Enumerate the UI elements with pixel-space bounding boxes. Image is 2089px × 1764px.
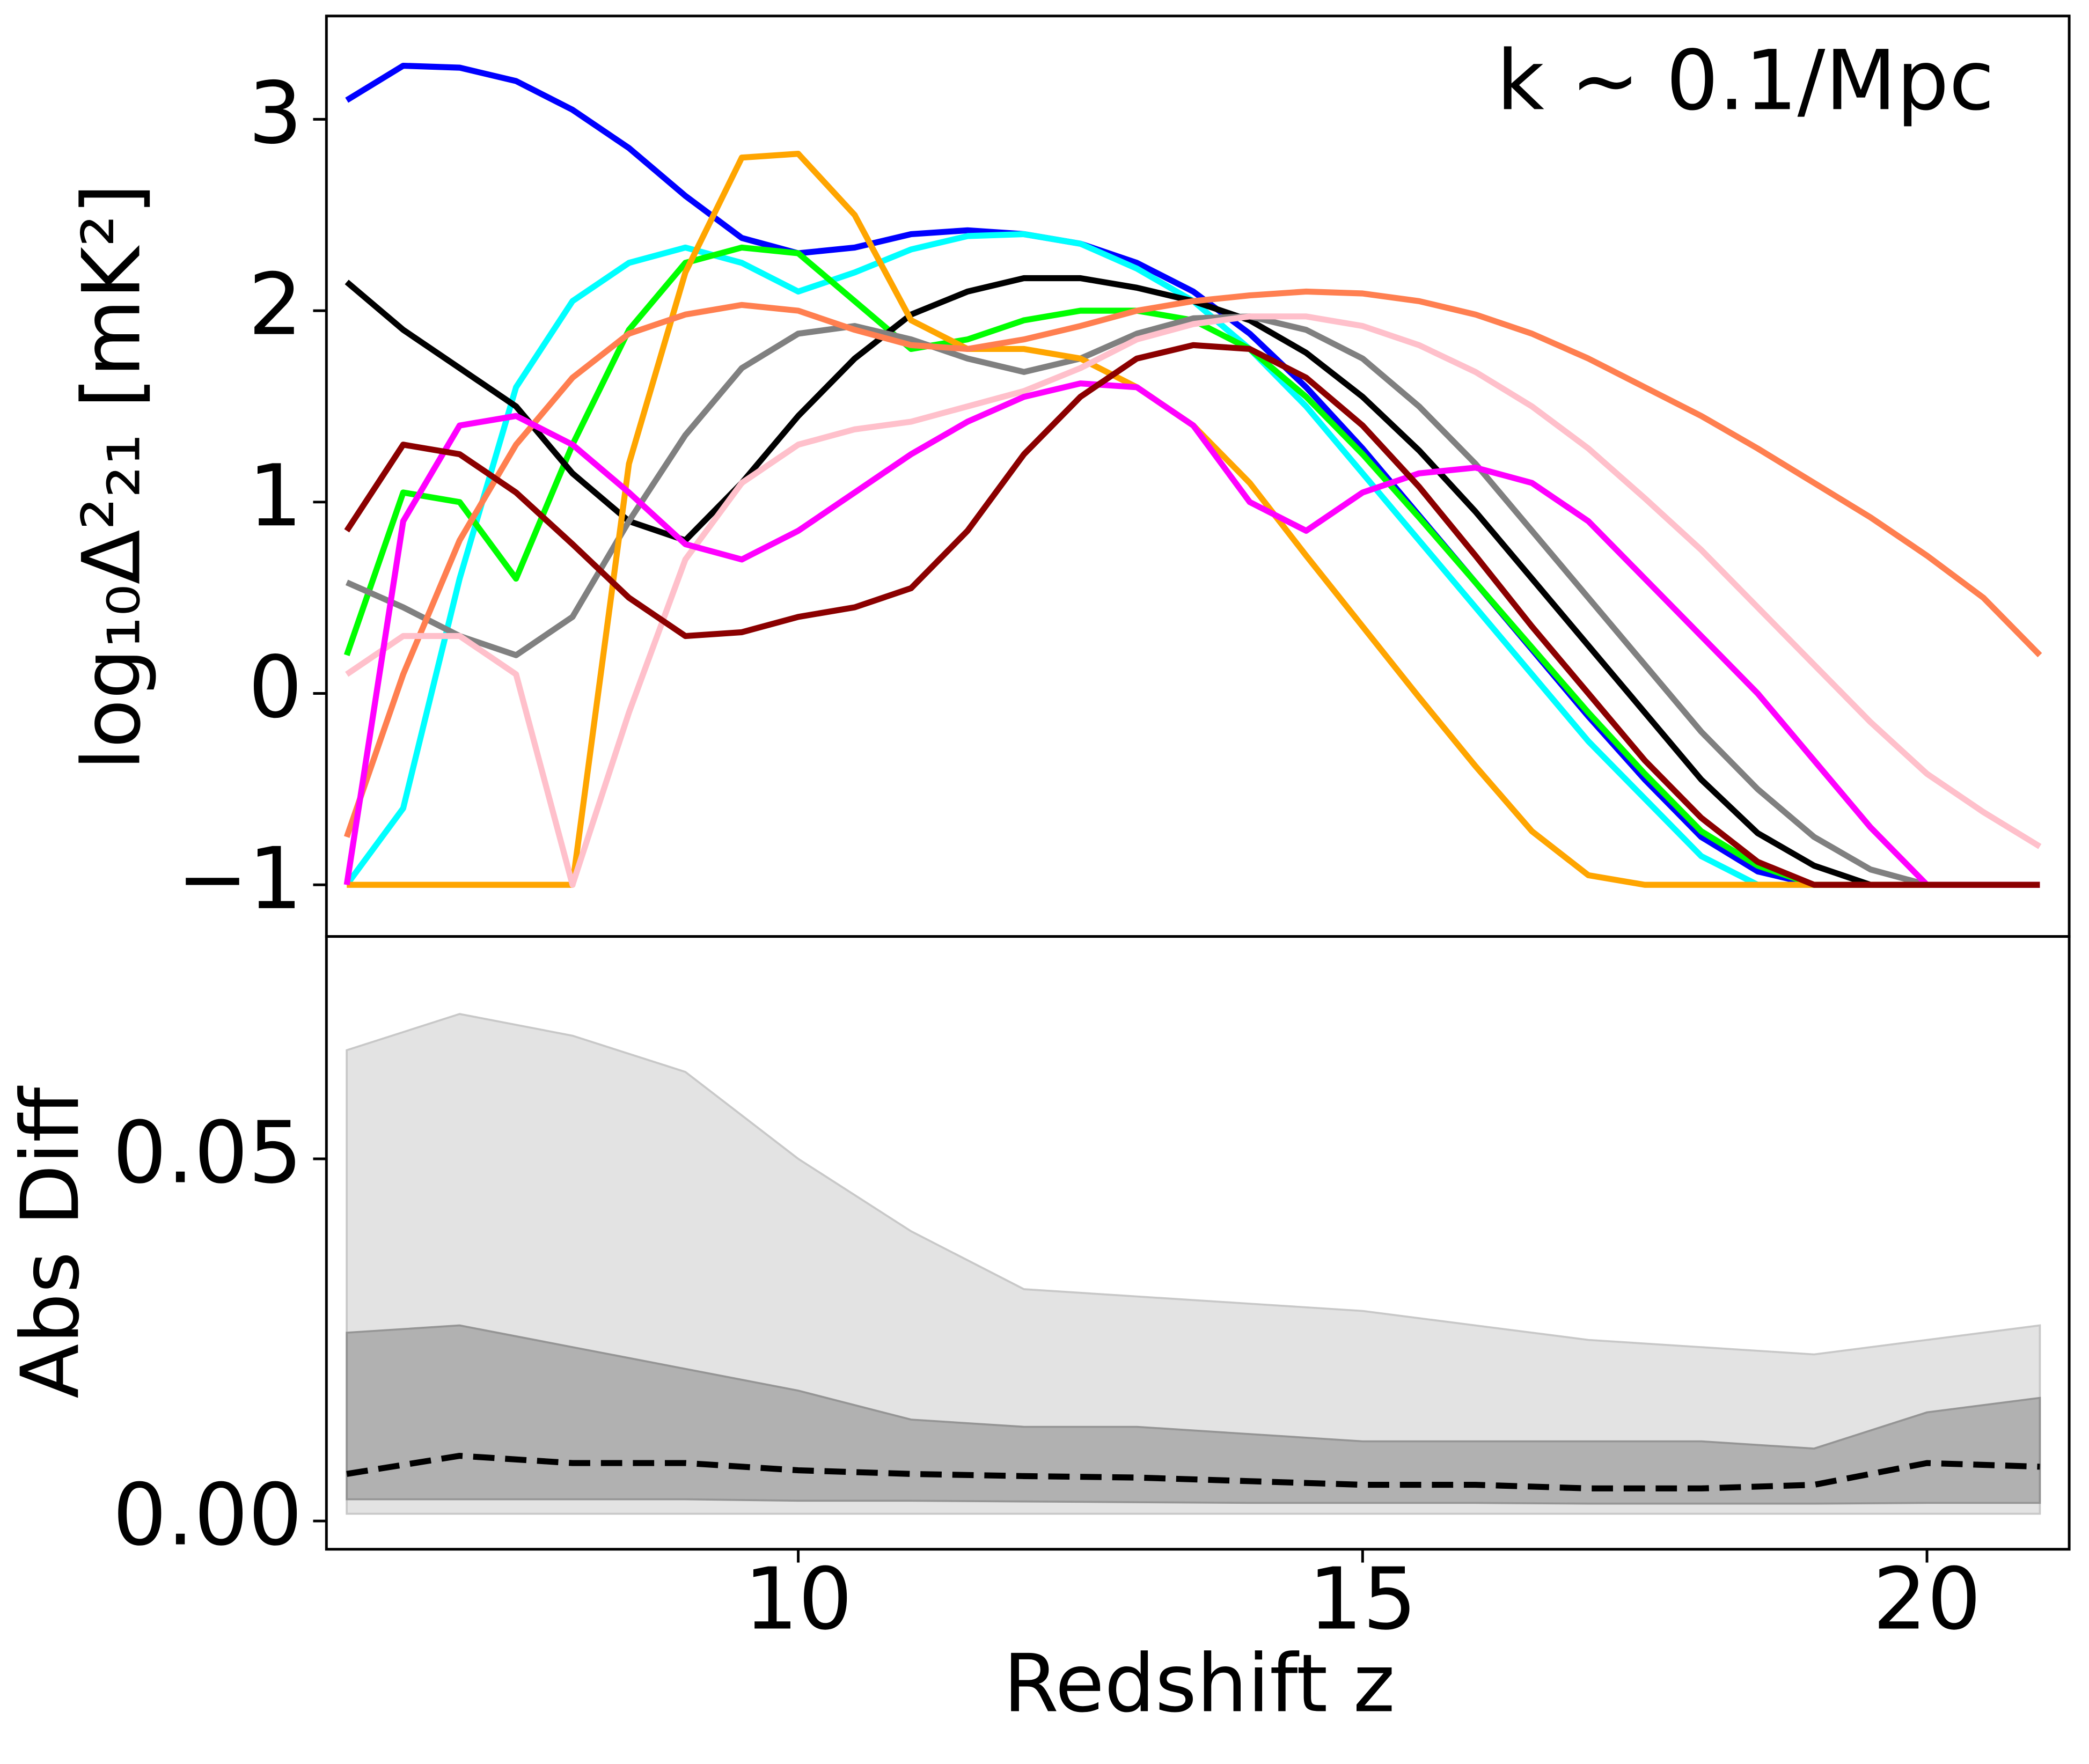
y-tick-label: −1 [177, 829, 302, 929]
series-line [344, 342, 2040, 888]
series-line [346, 1452, 2040, 1491]
series-line [345, 313, 2042, 888]
series-line [345, 62, 2040, 888]
series-line [343, 288, 2042, 838]
y-tick-label: 2 [248, 255, 303, 355]
chart-body: k ~ 0.1/Mpc log₁₀Δ²₂₁ [mK²] Abs Diff Red… [4, 14, 2071, 1730]
x-tick-label: 20 [1873, 1549, 1981, 1649]
plot-area [343, 62, 2042, 888]
y-tick-label: 0.05 [113, 1103, 303, 1202]
x-axis-label: Redshift z [1003, 1637, 1395, 1730]
y-tick-label: 3 [248, 64, 303, 163]
plot-area [346, 1013, 2041, 1515]
y-axis-label: log₁₀Δ²₂₁ [mK²] [66, 183, 159, 770]
series-line [345, 313, 2040, 888]
y-tick-label: 0 [248, 638, 303, 737]
series-line [343, 380, 2040, 888]
series-line [347, 151, 2040, 888]
y-axis-label: Abs Diff [4, 1085, 97, 1399]
x-tick-label: 15 [1308, 1549, 1417, 1649]
x-tick-label: 10 [744, 1549, 852, 1649]
series-line [344, 231, 2040, 888]
annotation: k ~ 0.1/Mpc [1497, 33, 1995, 129]
y-tick-label: 1 [248, 446, 303, 546]
axes-frame [325, 935, 2071, 1551]
band [346, 1324, 2041, 1505]
y-tick-label: 0.00 [113, 1466, 303, 1565]
